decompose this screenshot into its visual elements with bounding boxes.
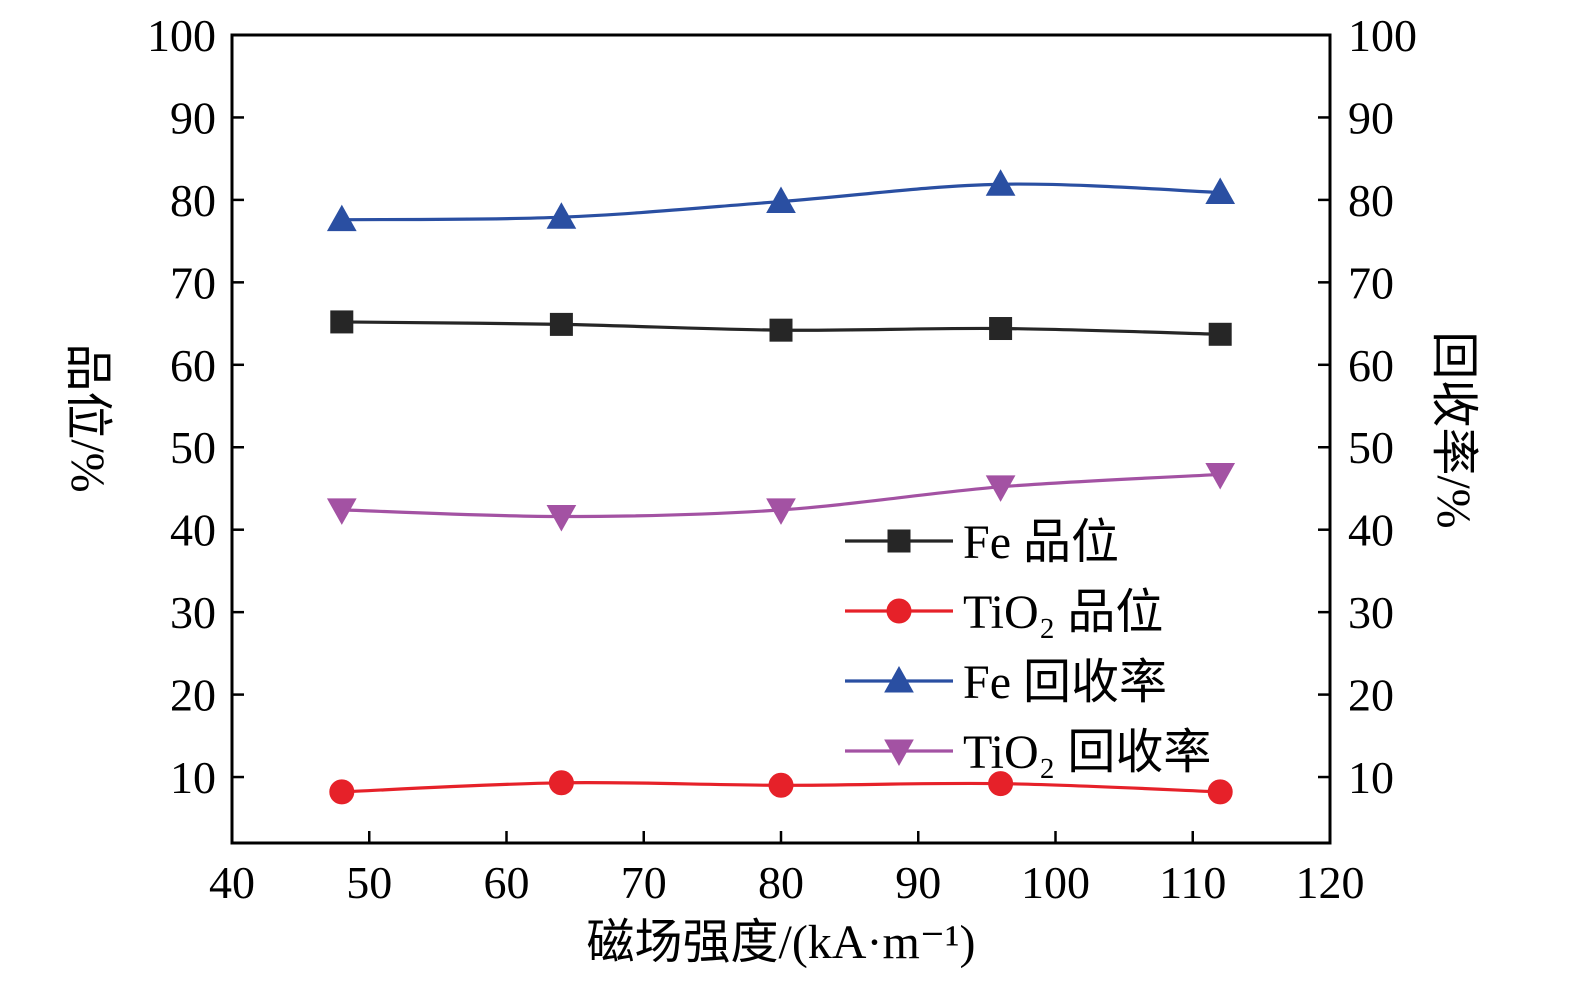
right-tick-label: 50 <box>1348 422 1394 473</box>
legend-marker <box>886 598 912 624</box>
right-tick-label: 40 <box>1348 505 1394 556</box>
series-marker <box>1205 177 1236 204</box>
x-tick-label: 60 <box>484 857 530 908</box>
legend-marker <box>887 529 911 553</box>
left-tick-label: 90 <box>170 92 216 143</box>
series-marker <box>985 475 1016 502</box>
series-marker <box>988 771 1014 797</box>
legend: Fe 品位 TiO₂ 品位 Fe 回收率 TiO₂ 回收率 <box>845 516 1211 779</box>
series-marker <box>549 312 573 336</box>
series-marker <box>326 204 357 232</box>
left-tick-label: 70 <box>170 257 216 308</box>
right-tick-label: 10 <box>1348 752 1394 803</box>
x-tick-label: 50 <box>346 857 392 908</box>
right-tick-label: 80 <box>1348 175 1394 226</box>
legend-item-2: Fe 回收率 <box>845 656 1167 709</box>
series-marker <box>1207 779 1233 805</box>
right-axis-title: 回收率/% <box>1427 331 1480 529</box>
x-tick-label: 120 <box>1296 857 1365 908</box>
right-tick-label: 20 <box>1348 670 1394 721</box>
x-tick-label: 110 <box>1159 857 1226 908</box>
series-2 <box>326 169 1236 232</box>
legend-marker <box>884 739 914 767</box>
x-tick-label: 40 <box>209 857 255 908</box>
series-marker <box>548 770 574 796</box>
right-tick-label: 60 <box>1348 340 1394 391</box>
left-tick-label: 20 <box>170 670 216 721</box>
left-tick-label: 30 <box>170 587 216 638</box>
x-tick-label: 80 <box>758 857 804 908</box>
series-marker <box>546 505 577 532</box>
series-1 <box>329 770 1233 805</box>
legend-label: TiO₂ 品位 <box>963 586 1163 639</box>
x-axis-title: 磁场强度/(kA·m⁻¹) <box>586 916 976 969</box>
series-3 <box>326 462 1236 532</box>
legend-item-1: TiO₂ 品位 <box>845 586 1163 639</box>
series-marker <box>330 310 354 334</box>
right-tick-label: 100 <box>1348 10 1417 61</box>
series-marker <box>768 772 794 798</box>
right-tick-label: 90 <box>1348 92 1394 143</box>
right-tick-label: 70 <box>1348 257 1394 308</box>
series-marker <box>985 169 1016 196</box>
series-marker <box>989 317 1013 341</box>
series-marker <box>546 202 577 229</box>
legend-label: Fe 品位 <box>963 516 1119 569</box>
series-marker <box>766 186 796 214</box>
series-marker <box>1208 322 1232 346</box>
x-tick-label: 70 <box>621 857 667 908</box>
series-marker <box>326 498 357 525</box>
left-tick-label: 100 <box>147 10 216 61</box>
left-tick-label: 50 <box>170 422 216 473</box>
left-tick-label: 40 <box>170 505 216 556</box>
x-tick-label: 100 <box>1021 857 1090 908</box>
series-0 <box>330 310 1232 346</box>
series-marker <box>329 779 355 805</box>
right-tick-label: 30 <box>1348 587 1394 638</box>
series-marker <box>1205 462 1236 490</box>
left-tick-label: 80 <box>170 175 216 226</box>
legend-item-3: TiO₂ 回收率 <box>845 726 1211 779</box>
left-tick-label: 10 <box>170 752 216 803</box>
left-axis-title: 品位/% <box>61 343 114 493</box>
left-tick-label: 60 <box>170 340 216 391</box>
legend-item-0: Fe 品位 <box>845 516 1119 569</box>
x-tick-label: 90 <box>895 857 941 908</box>
series-marker <box>769 318 793 342</box>
series-marker <box>766 498 796 525</box>
legend-marker <box>884 665 914 693</box>
plot-frame <box>230 33 1332 845</box>
legend-label: Fe 回收率 <box>963 656 1167 709</box>
legend-label: TiO₂ 回收率 <box>963 726 1211 779</box>
